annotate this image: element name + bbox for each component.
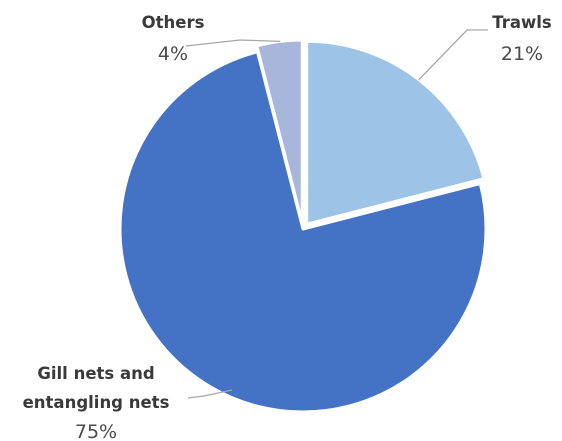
- slice-value-gill-nets: 75%: [75, 421, 117, 441]
- slice-trawls: [305, 39, 486, 226]
- slice-label-gill-nets-line2: entangling nets: [23, 393, 170, 412]
- leader-line-others: [185, 39, 281, 47]
- slices-layer: [118, 38, 488, 414]
- leader-lines-layer: [185, 29, 488, 399]
- slice-value-trawls: 21%: [501, 43, 543, 65]
- slice-label-trawls: Trawls: [492, 13, 552, 32]
- data-labels-layer: Trawls 21% Others 4% Gill nets and entan…: [23, 13, 552, 441]
- slice-label-others: Others: [142, 13, 205, 32]
- leader-line-gill-nets: [187, 389, 233, 399]
- slice-value-others: 4%: [158, 43, 188, 65]
- slice-gill-nets: [118, 50, 488, 414]
- leader-line-trawls: [418, 29, 488, 81]
- slice-label-gill-nets-line1: Gill nets and: [37, 364, 154, 383]
